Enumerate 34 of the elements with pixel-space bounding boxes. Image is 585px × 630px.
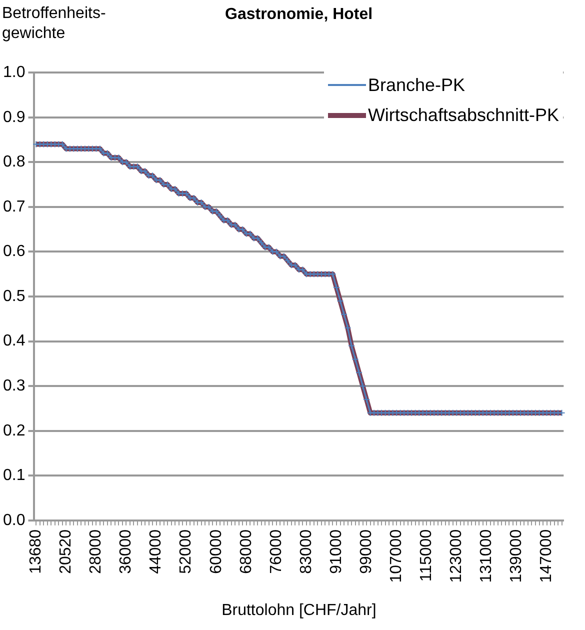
x-tick-label: 36000 — [118, 529, 135, 574]
x-tick-label: 76000 — [268, 529, 285, 574]
y-tick-label: 0.6 — [2, 243, 26, 260]
y-tick-label: 1.0 — [2, 64, 26, 82]
y-tick-label: 0.8 — [2, 154, 26, 171]
x-tick-label: 20520 — [58, 529, 75, 574]
legend-label: Branche-PK — [368, 74, 465, 96]
y-tick-label: 0.5 — [2, 288, 26, 305]
y-tick-label: 0.4 — [2, 332, 26, 350]
x-tick-label: 52000 — [178, 529, 195, 574]
x-tick-label: 115000 — [418, 529, 436, 582]
x-tick-label: 107000 — [388, 529, 405, 583]
x-tick-label: 99000 — [358, 529, 375, 574]
x-tick-label: 83000 — [298, 529, 315, 574]
y-tick-label: 0.2 — [2, 422, 26, 440]
y-tick-label: 0.3 — [2, 377, 26, 394]
y-axis-title: Betroffenheits-gewichte — [2, 4, 107, 44]
y-tick-label: 0.0 — [2, 512, 26, 529]
y-tick-label: 0.1 — [2, 467, 26, 484]
x-tick-label: 28000 — [88, 529, 105, 574]
x-tick-label: 139000 — [508, 529, 526, 583]
x-tick-label: 13680 — [28, 529, 45, 574]
x-axis-title: Bruttolohn [CHF/Jahr] — [222, 602, 376, 619]
x-tick-label: 60000 — [208, 529, 225, 574]
y-tick-label: 0.7 — [2, 198, 26, 216]
x-tick-label: 147000 — [538, 529, 556, 583]
x-tick-label: 131000 — [478, 529, 496, 583]
chart-title: Gastronomie, Hotel — [225, 6, 373, 24]
y-tick-label: 0.9 — [2, 108, 26, 126]
x-tick-label: 91000 — [328, 529, 345, 574]
legend-label: Wirtschaftsabschnitt-PK — [368, 104, 559, 126]
x-tick-label: 44000 — [148, 529, 165, 574]
x-tick-label: 123000 — [448, 529, 466, 583]
x-tick-label: 68000 — [238, 529, 255, 574]
